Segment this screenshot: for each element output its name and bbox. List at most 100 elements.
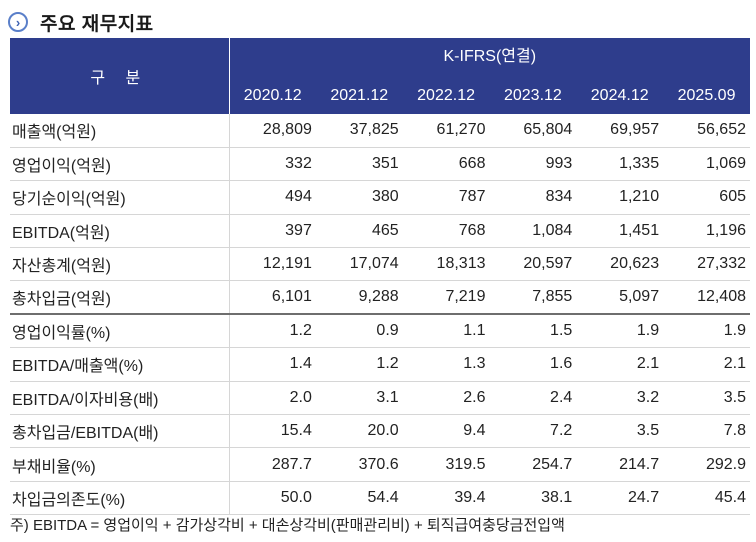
table-row: EBITDA/이자비용(배) 2.0 3.1 2.6 2.4 3.2 3.5 <box>10 381 750 416</box>
table-cell: 20,623 <box>576 247 664 282</box>
table-row: EBITDA/매출액(%) 1.4 1.2 1.3 1.6 2.1 2.1 <box>10 347 750 382</box>
table-cell: 7.8 <box>663 414 750 449</box>
table-cell: 1,210 <box>576 180 664 215</box>
row-label: 총차입금/EBITDA(배) <box>10 414 230 449</box>
column-header: 2024.12 <box>576 78 664 114</box>
table-cell: 1.3 <box>402 347 490 382</box>
table-cell: 465 <box>315 214 403 249</box>
row-label: 영업이익(억원) <box>10 147 230 182</box>
table-cell: 9.4 <box>402 414 490 449</box>
table-cell: 668 <box>402 147 490 182</box>
table-cell: 56,652 <box>663 114 750 148</box>
table-cell: 27,332 <box>663 247 750 282</box>
table-cell: 12,408 <box>663 280 750 316</box>
page-title: 주요 재무지표 <box>40 13 154 35</box>
table-cell: 370.6 <box>315 447 403 482</box>
table-cell: 20,597 <box>489 247 577 282</box>
table-cell: 2.1 <box>663 347 750 382</box>
table-row: 부채비율(%) 287.7 370.6 319.5 254.7 214.7 292.9 <box>10 447 750 482</box>
table-cell: 1,196 <box>663 214 750 249</box>
row-label: EBITDA(억원) <box>10 214 230 249</box>
table-cell: 61,270 <box>402 114 490 148</box>
table-cell: 65,804 <box>489 114 577 148</box>
table-cell: 2.0 <box>229 381 316 416</box>
table-cell: 494 <box>229 180 316 215</box>
table-cell: 605 <box>663 180 750 215</box>
table-cell: 1,084 <box>489 214 577 249</box>
table-cell: 768 <box>402 214 490 249</box>
column-header: 2025.09 <box>663 78 750 114</box>
table-row: 총차입금/EBITDA(배) 15.4 20.0 9.4 7.2 3.5 7.8 <box>10 414 750 449</box>
table-cell: 39.4 <box>402 481 490 516</box>
table-row: EBITDA(억원) 397 465 768 1,084 1,451 1,196 <box>10 214 750 249</box>
table-row: 차입금의존도(%) 50.0 54.4 39.4 38.1 24.7 45.4 <box>10 481 750 516</box>
table-cell: 787 <box>402 180 490 215</box>
table-cell: 319.5 <box>402 447 490 482</box>
table-cell: 7,855 <box>489 280 577 316</box>
table-cell: 1.2 <box>315 347 403 382</box>
table-cell: 1,335 <box>576 147 664 182</box>
table-row: 매출액(억원) 28,809 37,825 61,270 65,804 69,957 56,… <box>10 114 750 148</box>
table-cell: 2.6 <box>402 381 490 416</box>
table-cell: 993 <box>489 147 577 182</box>
table-cell: 50.0 <box>229 481 316 516</box>
table-cell: 69,957 <box>576 114 664 148</box>
table-cell: 254.7 <box>489 447 577 482</box>
row-label: 자산총계(억원) <box>10 247 230 282</box>
table-cell: 397 <box>229 214 316 249</box>
table-cell: 7,219 <box>402 280 490 316</box>
row-label: 당기순이익(억원) <box>10 180 230 215</box>
row-label: 차입금의존도(%) <box>10 481 230 516</box>
table-row: 영업이익률(%) 1.2 0.9 1.1 1.5 1.9 1.9 <box>10 314 750 349</box>
table-cell: 3.2 <box>576 381 664 416</box>
table-cell: 287.7 <box>229 447 316 482</box>
row-label: 영업이익률(%) <box>10 314 230 349</box>
table-cell: 18,313 <box>402 247 490 282</box>
table-cell: 380 <box>315 180 403 215</box>
table-cell: 1.4 <box>229 347 316 382</box>
table-cell: 28,809 <box>229 114 316 148</box>
row-header-label: 구 분 <box>10 38 230 114</box>
row-label: EBITDA/매출액(%) <box>10 347 230 382</box>
table-body: 매출액(억원) 28,809 37,825 61,270 65,804 69,957 56,… <box>10 114 750 516</box>
table-cell: 214.7 <box>576 447 664 482</box>
table-cell: 24.7 <box>576 481 664 516</box>
chevron-right-circle-icon: › <box>8 12 28 32</box>
column-header: 2020.12 <box>229 78 316 114</box>
group-header-kifrs: K-IFRS(연결) <box>229 38 750 78</box>
row-label: 매출액(억원) <box>10 114 230 148</box>
table-cell: 1.9 <box>576 314 664 349</box>
table-cell: 0.9 <box>315 314 403 349</box>
column-header: 2023.12 <box>489 78 577 114</box>
table-cell: 834 <box>489 180 577 215</box>
table-cell: 332 <box>229 147 316 182</box>
row-label: 부채비율(%) <box>10 447 230 482</box>
footnote: 주) EBITDA = 영업이익 + 감가상각비 + 대손상각비(판매관리비) … <box>10 517 565 534</box>
table-cell: 1.6 <box>489 347 577 382</box>
section-title: › 주요 재무지표 <box>8 8 154 36</box>
table-cell: 292.9 <box>663 447 750 482</box>
table-cell: 15.4 <box>229 414 316 449</box>
table-cell: 1.2 <box>229 314 316 349</box>
table-row: 총차입금(억원) 6,101 9,288 7,219 7,855 5,097 12,408 <box>10 280 750 316</box>
table-cell: 12,191 <box>229 247 316 282</box>
table-cell: 3.5 <box>663 381 750 416</box>
table-cell: 3.5 <box>576 414 664 449</box>
column-header: 2022.12 <box>402 78 490 114</box>
table-row: 자산총계(억원) 12,191 17,074 18,313 20,597 20,623 27… <box>10 247 750 282</box>
table-cell: 17,074 <box>315 247 403 282</box>
table-cell: 54.4 <box>315 481 403 516</box>
table-cell: 9,288 <box>315 280 403 316</box>
row-label: EBITDA/이자비용(배) <box>10 381 230 416</box>
table-cell: 5,097 <box>576 280 664 316</box>
table-row: 당기순이익(억원) 494 380 787 834 1,210 605 <box>10 180 750 215</box>
table-cell: 45.4 <box>663 481 750 516</box>
table-cell: 1.1 <box>402 314 490 349</box>
table-cell: 7.2 <box>489 414 577 449</box>
financial-indicators-table: 구 분 K-IFRS(연결) 2020.12 2021.12 2022.12 2… <box>10 38 750 516</box>
table-cell: 2.1 <box>576 347 664 382</box>
table-cell: 3.1 <box>315 381 403 416</box>
table-row: 영업이익(억원) 332 351 668 993 1,335 1,069 <box>10 147 750 182</box>
table-cell: 1.5 <box>489 314 577 349</box>
table-cell: 1,451 <box>576 214 664 249</box>
